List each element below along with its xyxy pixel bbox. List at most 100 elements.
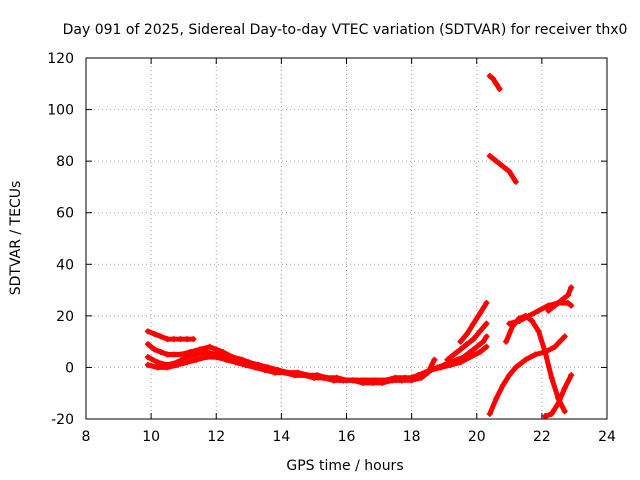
data-point [193, 356, 200, 363]
data-point [522, 356, 529, 363]
y-tick-label: 80 [56, 154, 74, 170]
data-point [291, 372, 298, 379]
data-point [213, 354, 220, 361]
data-point [457, 338, 464, 345]
data-point [424, 369, 431, 376]
data-point [486, 73, 493, 80]
y-tick-label: 0 [65, 360, 74, 376]
x-tick-label: 20 [468, 429, 486, 445]
data-point [512, 364, 519, 371]
data-point [389, 377, 396, 384]
data-point [183, 359, 190, 366]
data-point [301, 372, 308, 379]
data-point [551, 343, 558, 350]
data-point [551, 302, 558, 309]
y-tick-label: -20 [51, 412, 74, 428]
data-points [144, 73, 575, 419]
data-point [463, 341, 470, 348]
data-point [568, 284, 575, 291]
data-point [483, 299, 490, 306]
data-point [437, 364, 444, 371]
data-point [535, 328, 542, 335]
y-tick-label: 60 [56, 206, 74, 222]
series-track [503, 313, 568, 414]
chart-title: Day 091 of 2025, Sidereal Day-to-day VTE… [63, 22, 628, 38]
data-point [350, 377, 357, 384]
grid-lines [86, 58, 607, 419]
series-track-g [486, 73, 503, 92]
data-point [450, 351, 457, 358]
data-point [493, 80, 500, 87]
data-point [564, 292, 571, 299]
series-track [487, 334, 568, 417]
series-track-l [542, 372, 575, 419]
series-track-k [506, 299, 575, 327]
data-point [183, 354, 190, 361]
y-axis-label: SDTVAR / TECUs [8, 181, 24, 296]
data-point [542, 348, 549, 355]
data-point [164, 336, 171, 343]
data-point [483, 343, 490, 350]
data-point [183, 336, 190, 343]
data-point [444, 356, 451, 363]
data-point [483, 333, 490, 340]
data-point [542, 413, 549, 419]
data-point [493, 158, 500, 165]
series-track-m [545, 284, 575, 314]
data-point [477, 310, 484, 317]
data-point [480, 338, 487, 345]
data-point [470, 336, 477, 343]
data-point [177, 351, 184, 358]
y-tick-label: 40 [56, 257, 74, 273]
data-point [203, 354, 210, 361]
data-point [151, 330, 158, 337]
data-point [170, 351, 177, 358]
data-point [144, 361, 151, 368]
series-track-c [144, 354, 438, 386]
data-point [499, 382, 506, 389]
data-point [242, 361, 249, 368]
data-point [525, 312, 532, 319]
data-point [359, 379, 366, 386]
data-point [154, 359, 161, 366]
data-point [203, 348, 210, 355]
data-point [457, 346, 464, 353]
data-point [271, 367, 278, 374]
data-point [561, 333, 568, 340]
data-point [473, 343, 480, 350]
data-point [499, 163, 506, 170]
data-point [463, 330, 470, 337]
data-point [493, 395, 500, 402]
data-point [477, 328, 484, 335]
data-point [398, 377, 405, 384]
series-track-h [486, 152, 519, 185]
data-point [486, 152, 493, 159]
series-track-d [144, 328, 197, 343]
data-point [262, 367, 269, 374]
data-point [558, 297, 565, 304]
data-point [467, 354, 474, 361]
data-point [206, 343, 213, 350]
data-point [190, 336, 197, 343]
data-point [545, 307, 552, 314]
data-point [568, 302, 575, 309]
data-point [561, 385, 568, 392]
data-point [418, 374, 425, 381]
x-axis-label: GPS time / hours [286, 458, 403, 474]
y-tick-label: 20 [56, 309, 74, 325]
data-point [369, 379, 376, 386]
data-point [564, 299, 571, 306]
data-point [157, 333, 164, 340]
data-point [174, 361, 181, 368]
data-point [457, 359, 464, 366]
data-point [516, 318, 523, 325]
data-point [330, 377, 337, 384]
data-point [477, 348, 484, 355]
data-point [310, 374, 317, 381]
x-tick-label: 14 [272, 429, 290, 445]
data-point [154, 364, 161, 371]
data-point [532, 351, 539, 358]
data-point [144, 354, 151, 361]
data-point [512, 178, 519, 185]
y-tick-label: 100 [47, 103, 74, 119]
